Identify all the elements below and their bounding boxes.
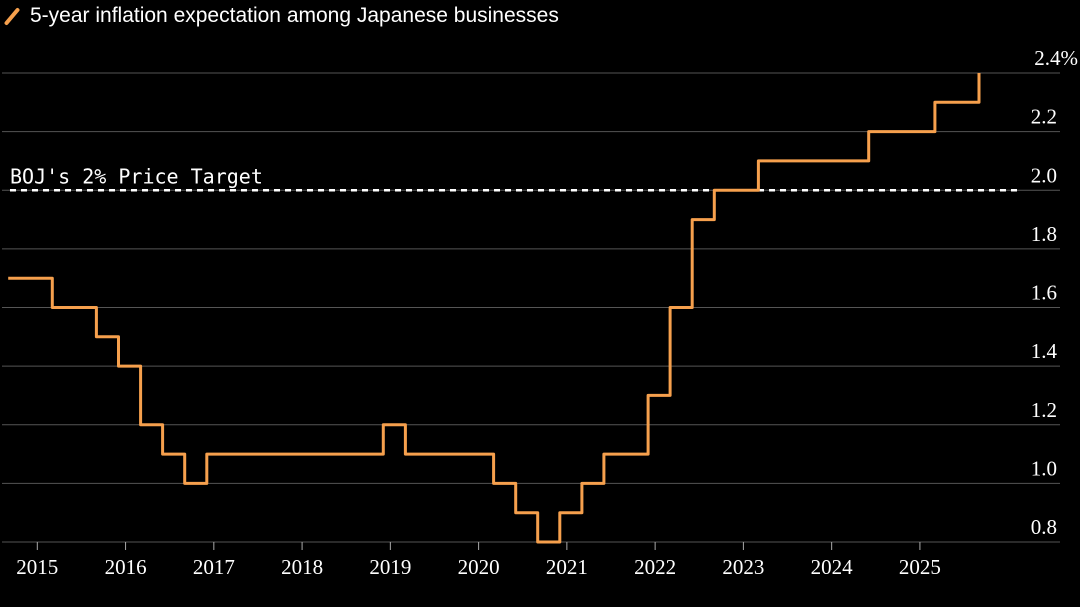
x-tick-label: 2017	[193, 555, 235, 579]
y-tick-label: 1.4	[1031, 339, 1058, 363]
y-tick-label: 1.2	[1031, 398, 1057, 422]
x-tick-label: 2016	[105, 555, 147, 579]
y-tick-label: 1.0	[1031, 456, 1057, 480]
y-tick-label: 0.8	[1031, 515, 1057, 539]
x-tick-label: 2021	[546, 555, 588, 579]
y-tick-label: 2.4%	[1034, 46, 1078, 70]
y-tick-label: 1.8	[1031, 222, 1057, 246]
series-line	[8, 73, 981, 544]
x-tick-label: 2019	[369, 555, 411, 579]
y-tick-label: 2.0	[1031, 163, 1057, 187]
x-tick-label: 2024	[811, 555, 854, 579]
y-tick-label: 2.2	[1031, 105, 1057, 129]
x-tick-label: 2020	[458, 555, 500, 579]
x-tick-label: 2022	[634, 555, 676, 579]
x-tick-label: 2023	[722, 555, 764, 579]
chart-legend: 5-year inflation expectation among Japan…	[4, 2, 559, 30]
x-tick-label: 2018	[281, 555, 323, 579]
y-tick-label: 1.6	[1031, 281, 1057, 305]
x-tick-label: 2025	[899, 555, 941, 579]
x-tick-label: 2015	[16, 555, 58, 579]
legend-label: 5-year inflation expectation among Japan…	[30, 4, 559, 27]
boj-target-label: BOJ's 2% Price Target	[10, 164, 263, 188]
